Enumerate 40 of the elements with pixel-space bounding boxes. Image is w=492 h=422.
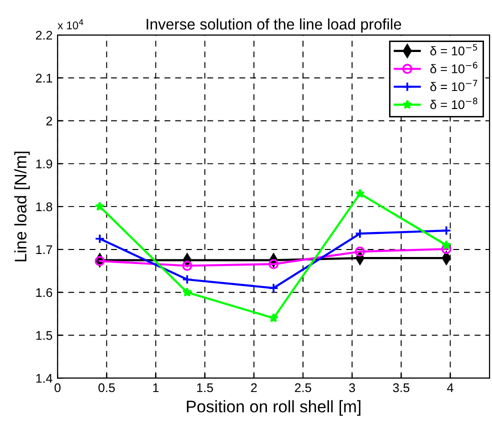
point	[94, 202, 105, 211]
x-tick-label: 2	[251, 383, 257, 392]
y-axis-title: Line load [N/m]	[14, 152, 30, 262]
y-tick-label: 2	[46, 116, 52, 126]
legend-label: δ = 10$^{−7}$	[430, 80, 478, 92]
x-tick-label: 0.5	[98, 383, 115, 392]
point	[94, 234, 105, 244]
y-tick-label: 1.5	[36, 331, 52, 340]
point	[182, 274, 192, 285]
chart-title: Inverse solution of the line load profile	[146, 18, 402, 33]
text: x 10$^{4}$	[58, 19, 84, 30]
y-tick-label: 1.4	[36, 374, 52, 383]
legend-label: δ = 10$^{−8}$	[430, 98, 478, 110]
point	[355, 188, 365, 198]
legend-label: δ = 10$^{−6}$	[430, 62, 478, 74]
point	[441, 226, 452, 236]
x-tick-label: 1	[153, 383, 159, 392]
y-tick-label: 2.1	[36, 74, 52, 82]
x-tick-label: 3	[349, 383, 356, 392]
x-tick-label: 2.5	[294, 383, 312, 392]
point	[354, 246, 366, 257]
x-tick-label: 1.5	[197, 383, 213, 392]
x-tick-label: 3.5	[392, 383, 410, 392]
point	[182, 287, 192, 297]
y-tick-label: 2.2	[36, 30, 52, 40]
point	[441, 240, 452, 250]
y-tick-label: 1.6	[36, 288, 52, 297]
point	[268, 258, 279, 270]
point	[268, 313, 278, 322]
legend-label: δ = 10$^{−5}$	[430, 44, 478, 56]
x-axis-title: Position on roll shell [m]	[186, 400, 360, 416]
x-tick-label: 4	[447, 383, 454, 392]
y-tick-label: 1.9	[36, 159, 52, 168]
point	[268, 282, 279, 294]
y-tick-label: 1.7	[36, 245, 52, 254]
point	[182, 260, 192, 271]
y-tick-label: 1.8	[36, 202, 52, 212]
point	[94, 256, 105, 266]
point	[441, 244, 452, 254]
x-tick-label: 0	[54, 383, 61, 392]
